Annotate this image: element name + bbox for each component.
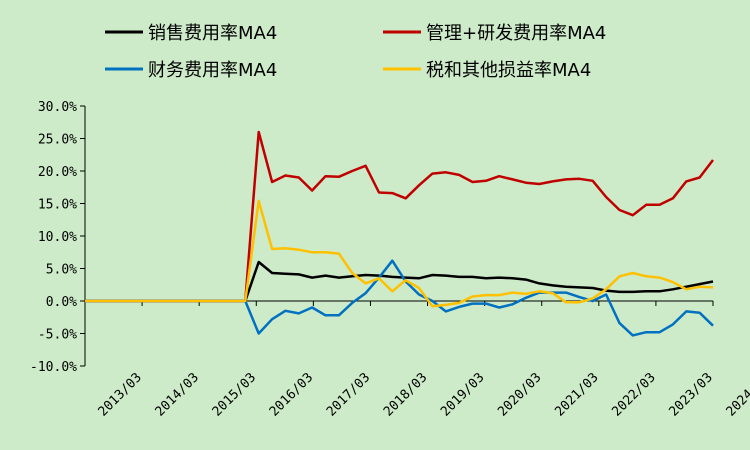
x-axis: 2013/03 2014/03 2015/03 2016/03 2017/03 2018/…	[84, 300, 750, 420]
plot-area	[85, 130, 714, 337]
legend-label-0: 销售费用率MA4	[148, 23, 277, 44]
x-tick-label: 2014/03	[153, 370, 202, 419]
y-tick-label: -5.0%	[38, 328, 77, 343]
series-line-0	[85, 260, 714, 303]
y-tick-label: 5.0%	[46, 263, 77, 278]
y-tick-label: 0.0%	[46, 295, 77, 310]
x-tick-label: 2024/03	[724, 370, 750, 419]
x-tick-label: 2015/03	[210, 370, 259, 419]
y-tick-label: 25.0%	[38, 133, 77, 148]
y-tick-label: 20.0%	[38, 165, 77, 180]
x-tick-label: 2020/03	[495, 370, 544, 419]
x-tick-label: 2022/03	[609, 370, 658, 419]
x-tick-label: 2013/03	[96, 370, 145, 419]
legend-label-1: 管理+研发费用率MA4	[426, 23, 606, 44]
x-tick-label: 2017/03	[324, 370, 373, 419]
series-line-2	[85, 259, 714, 337]
y-tick-label: -10.0%	[30, 360, 77, 375]
x-tick-label: 2023/03	[666, 370, 715, 419]
series-line-3	[85, 199, 714, 308]
y-axis: 30.0% 25.0% 20.0% 15.0% 10.0% 5.0% 0.0% -5.0% -1…	[30, 100, 86, 375]
legend-label-2: 财务费用率MA4	[148, 60, 277, 81]
x-tick-label: 2021/03	[552, 370, 601, 419]
y-tick-label: 10.0%	[38, 230, 77, 245]
x-tick-label: 2018/03	[381, 370, 430, 419]
x-tick-label: 2016/03	[267, 370, 316, 419]
legend-label-3: 税和其他损益率MA4	[426, 60, 591, 81]
y-tick-label: 15.0%	[38, 198, 77, 213]
y-tick-label: 30.0%	[38, 100, 77, 115]
legend: 销售费用率MA4 管理+研发费用率MA4 财务费用率MA4 税和其他损益率MA4	[105, 23, 606, 81]
x-tick-label: 2019/03	[438, 370, 487, 419]
